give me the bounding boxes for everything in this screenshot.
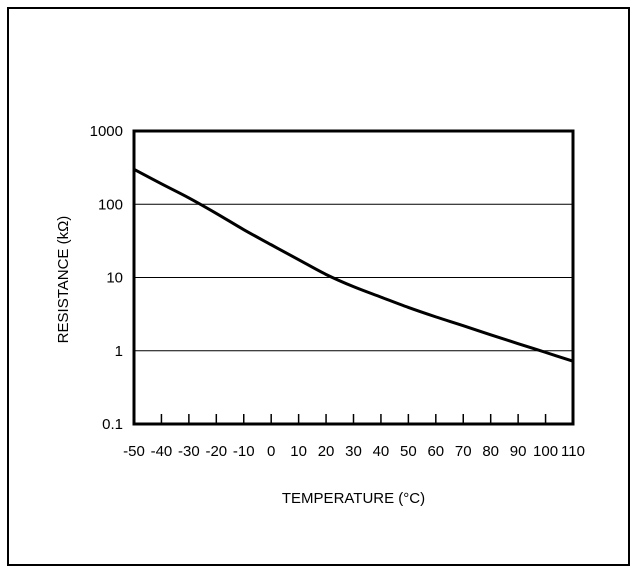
y-tick-label: 1000 (90, 123, 123, 140)
x-tick-label: 60 (427, 443, 444, 460)
grid-lines (134, 203, 573, 352)
x-tick-label: -20 (205, 443, 227, 460)
figure-frame (7, 7, 630, 566)
x-tick-label: 70 (455, 443, 472, 460)
x-tick-label: 10 (290, 443, 307, 460)
x-tick-label: 40 (373, 443, 390, 460)
x-tick-label: -30 (178, 443, 200, 460)
x-tick-label: 90 (510, 443, 527, 460)
series-layer (133, 167, 574, 363)
x-axis-title: TEMPERATURE (°C) (282, 490, 425, 507)
x-tick-label: 110 (561, 443, 585, 460)
x-tick-label: 80 (482, 443, 499, 460)
y-tick-label: 100 (98, 196, 123, 213)
y-tick-labels: 1000 100 10 1 0.1 (90, 123, 123, 433)
x-tick-label: -10 (233, 443, 255, 460)
x-tick-label: -50 (123, 443, 145, 460)
x-tick-label: 50 (400, 443, 417, 460)
y-axis-title: RESISTANCE (kΩ) (55, 216, 72, 344)
x-tick-label: 30 (345, 443, 362, 460)
x-tick-label: 0 (267, 443, 275, 460)
plot-area-border (132, 129, 575, 426)
x-tick-label: 100 (533, 443, 558, 460)
x-tick-label: -40 (151, 443, 173, 460)
x-tick-labels: -50 -40 -30 -20 -10 0 10 20 30 40 50 60 70 80 90 100 110 (123, 443, 585, 460)
series-line-0 (133, 167, 574, 363)
y-tick-label: 10 (106, 270, 123, 287)
x-tick-label: 20 (318, 443, 335, 460)
x-axis-ticks (133, 414, 574, 424)
y-tick-label: 0.1 (102, 416, 123, 433)
y-tick-label: 1 (115, 343, 123, 360)
